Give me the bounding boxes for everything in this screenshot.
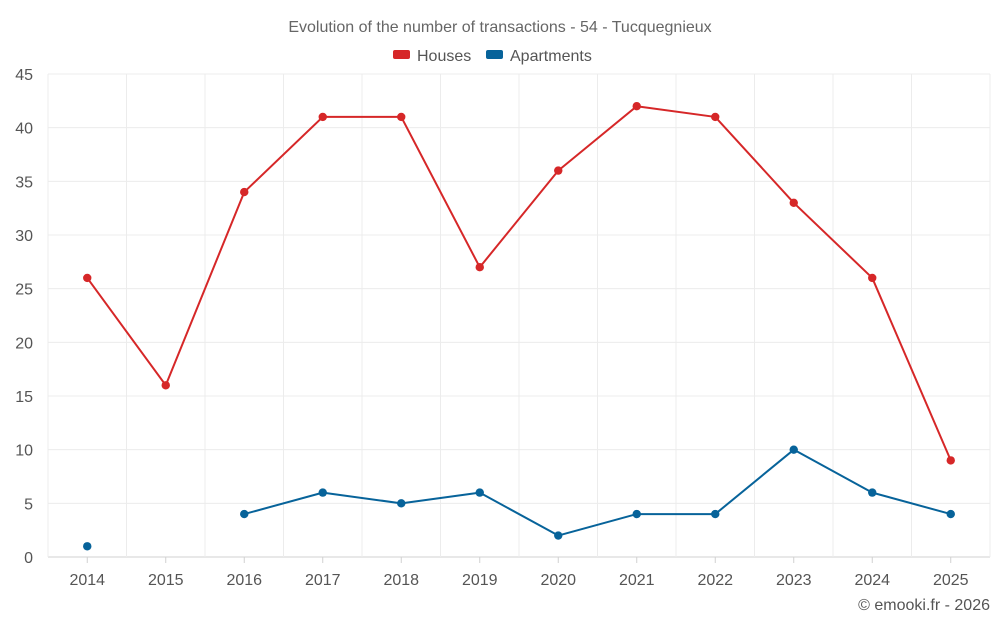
x-tick-label: 2023 bbox=[776, 572, 812, 589]
x-tick-label: 2019 bbox=[462, 572, 498, 589]
data-point bbox=[240, 509, 249, 519]
y-axis: 0 5 10 15 20 25 30 35 40 45 bbox=[15, 67, 33, 567]
credit-text: © emooki.fr - 2026 bbox=[858, 597, 990, 614]
x-tick-label: 2020 bbox=[540, 572, 576, 589]
legend: Houses Apartments bbox=[393, 48, 592, 65]
data-point bbox=[475, 263, 484, 272]
data-point bbox=[789, 198, 798, 207]
data-point bbox=[946, 509, 955, 519]
series-line-apartments bbox=[243, 448, 952, 537]
data-point bbox=[868, 273, 877, 283]
data-point bbox=[318, 488, 327, 497]
data-point bbox=[711, 509, 720, 519]
x-tick-label: 2016 bbox=[226, 572, 262, 589]
data-point bbox=[161, 381, 170, 390]
chart-title: Evolution of the number of transactions … bbox=[288, 19, 711, 36]
data-point bbox=[83, 273, 92, 283]
y-tick-label: 35 bbox=[15, 174, 33, 191]
x-tick-label: 2015 bbox=[148, 572, 184, 589]
data-point bbox=[554, 166, 563, 175]
legend-swatch-apartments bbox=[486, 50, 503, 59]
x-tick-label: 2025 bbox=[933, 572, 969, 589]
data-point bbox=[475, 488, 484, 497]
x-tick-label: 2021 bbox=[619, 572, 655, 589]
grid bbox=[47, 73, 991, 558]
data-point bbox=[632, 509, 641, 519]
y-tick-label: 0 bbox=[24, 550, 33, 567]
series-line-houses bbox=[86, 105, 952, 461]
data-point bbox=[789, 445, 798, 454]
series-layer bbox=[83, 102, 955, 551]
x-axis: 2014 2015 2016 2017 2018 2019 2020 2021 2022 2023… bbox=[69, 557, 969, 589]
y-tick-label: 5 bbox=[24, 496, 33, 513]
legend-label-houses: Houses bbox=[417, 48, 471, 65]
data-point bbox=[868, 488, 877, 497]
data-point bbox=[554, 531, 563, 540]
series-houses bbox=[83, 102, 955, 465]
x-tick-label: 2024 bbox=[854, 572, 890, 589]
data-point bbox=[711, 112, 720, 122]
y-tick-label: 45 bbox=[15, 67, 33, 84]
data-point bbox=[318, 112, 327, 122]
y-tick-label: 20 bbox=[15, 335, 33, 352]
data-point bbox=[632, 102, 641, 111]
y-tick-label: 30 bbox=[15, 228, 33, 245]
y-tick-label: 15 bbox=[15, 389, 33, 406]
data-point bbox=[397, 499, 406, 508]
data-point bbox=[83, 542, 92, 551]
legend-swatch-houses bbox=[393, 50, 410, 59]
data-point bbox=[397, 112, 406, 122]
y-tick-label: 40 bbox=[15, 121, 33, 138]
x-tick-label: 2017 bbox=[305, 572, 341, 589]
y-tick-label: 25 bbox=[15, 282, 33, 299]
data-point bbox=[240, 187, 249, 197]
data-point bbox=[946, 456, 955, 465]
x-tick-label: 2022 bbox=[697, 572, 733, 589]
y-tick-label: 10 bbox=[15, 443, 33, 460]
series-apartments bbox=[83, 445, 955, 551]
legend-label-apartments: Apartments bbox=[510, 48, 592, 65]
x-tick-label: 2014 bbox=[69, 572, 105, 589]
x-tick-label: 2018 bbox=[383, 572, 419, 589]
